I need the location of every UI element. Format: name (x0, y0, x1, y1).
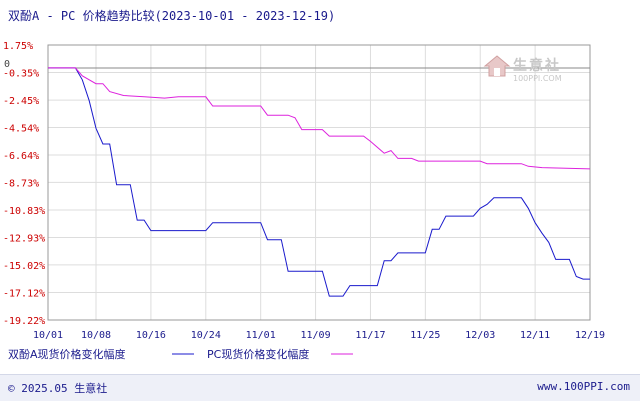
footer-copyright: © 2025.05 生意社 (8, 382, 108, 395)
y-tick-label: -8.73% (3, 178, 39, 189)
footer-site-link[interactable]: www.100PPI.com (537, 380, 630, 393)
series-line-bpa (48, 67, 590, 297)
y-tick-label: -19.22% (3, 316, 45, 327)
watermark-url: 100PPI.COM (513, 74, 562, 83)
x-tick-label: 11/25 (410, 330, 440, 341)
plot-frame (47, 44, 591, 321)
x-tick-label: 12/03 (465, 330, 495, 341)
y-tick-label: -2.45% (3, 96, 39, 107)
y-tick-label: -12.93% (3, 234, 45, 245)
series-lines (48, 67, 591, 297)
logo-icon (483, 55, 511, 77)
y-tick-label: -0.35% (3, 69, 39, 80)
x-tick-label: 11/17 (355, 330, 385, 341)
legend: 双酚A现货价格变化幅度 PC现货价格变化幅度 (8, 347, 353, 361)
chart-area: 1.75% -0.35% -2.45% -4.54% -6.64% -8.73% -10.8… (3, 41, 605, 361)
y-tick-label: -6.64% (3, 151, 39, 162)
legend-label: 双酚A现货价格变化幅度 (8, 347, 126, 361)
x-tick-label: 12/11 (520, 330, 550, 341)
x-tick-label: 10/16 (136, 330, 166, 341)
y-tick-label: -17.12% (3, 288, 45, 299)
legend-label: PC现货价格变化幅度 (207, 347, 309, 361)
y-tick-label: -4.54% (3, 123, 39, 134)
grid (47, 44, 591, 321)
y-tick-label: -10.83% (3, 206, 45, 217)
x-tick-label: 10/01 (33, 330, 63, 341)
y-tick-label: -15.02% (3, 261, 45, 272)
chart-title: 双酚A - PC 价格趋势比较(2023-10-01 - 2023-12-19) (8, 9, 336, 23)
x-tick-label: 12/19 (575, 330, 605, 341)
zero-label: 0 (4, 59, 10, 70)
x-tick-label: 11/09 (301, 330, 331, 341)
x-tick-label: 10/08 (81, 330, 111, 341)
footer: © 2025.05 生意社 www.100PPI.com (0, 374, 640, 401)
axes: 1.75% -0.35% -2.45% -4.54% -6.64% -8.73% -10.8… (3, 41, 605, 341)
x-tick-label: 11/01 (246, 330, 276, 341)
x-tick-label: 10/24 (191, 330, 221, 341)
y-tick-label: 1.75% (3, 41, 33, 52)
watermark-name: 生意社 (513, 58, 561, 74)
series-line-pc (48, 67, 591, 170)
